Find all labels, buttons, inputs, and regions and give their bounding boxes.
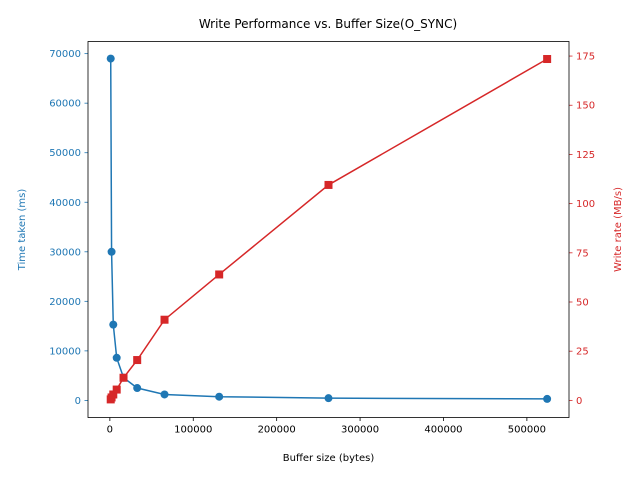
- time-point: [324, 394, 333, 403]
- right-y-tick-label: 125: [576, 150, 595, 161]
- write-rate-point: [112, 385, 121, 394]
- write-rate-point: [133, 356, 142, 365]
- write-rate-point: [324, 180, 333, 189]
- x-tick-label: 400000: [424, 425, 462, 436]
- chart-title: Write Performance vs. Buffer Size(O_SYNC…: [199, 17, 457, 31]
- write-rate-point: [109, 390, 118, 399]
- time-point: [160, 390, 169, 399]
- x-tick-label: 300000: [341, 425, 379, 436]
- left-y-axis-label: Time taken (ms): [17, 189, 28, 272]
- x-tick-label: 0: [107, 425, 113, 436]
- left-y-tick-label: 20000: [49, 297, 81, 308]
- x-tick-label: 500000: [508, 425, 546, 436]
- right-y-tick-label: 100: [576, 199, 595, 210]
- left-y-tick-label: 0: [75, 396, 81, 407]
- write-rate-point: [543, 55, 552, 64]
- left-y-tick-label: 10000: [49, 346, 81, 357]
- axes-layer: 0 100000 200000 300000 400000 500000010000200…: [49, 49, 595, 435]
- plot-frame: [87, 41, 570, 418]
- write-rate-point: [119, 373, 128, 382]
- time-point: [107, 247, 116, 256]
- left-y-tick-label: 40000: [49, 198, 81, 209]
- right-y-tick-label: 175: [576, 52, 595, 63]
- x-axis-label: Buffer size (bytes): [283, 453, 375, 464]
- series-layer: [106, 54, 552, 404]
- time-point: [215, 392, 224, 401]
- right-y-tick-label: 150: [576, 101, 595, 112]
- time-point: [112, 353, 121, 362]
- left-y-tick-label: 30000: [49, 247, 81, 258]
- right-y-tick-label: 50: [576, 298, 589, 309]
- right-y-tick-label: 0: [576, 396, 582, 407]
- x-tick-label: 100000: [174, 425, 212, 436]
- left-y-tick-label: 50000: [49, 148, 81, 159]
- time-series: [106, 54, 552, 403]
- left-y-tick-label: 70000: [49, 49, 81, 60]
- write-rate-point: [215, 270, 224, 279]
- x-tick-label: 200000: [258, 425, 296, 436]
- right-y-axis-label: Write rate (MB/s): [613, 187, 624, 272]
- time-point: [133, 384, 142, 393]
- write-rate-point: [160, 315, 169, 324]
- left-y-tick-label: 60000: [49, 99, 81, 110]
- right-y-tick-label: 75: [576, 248, 589, 259]
- time-point: [109, 320, 118, 329]
- time-series-line: [109, 58, 548, 400]
- write-rate-series: [106, 55, 552, 404]
- time-point: [543, 394, 552, 403]
- time-point: [106, 54, 115, 63]
- right-y-tick-label: 25: [576, 347, 589, 358]
